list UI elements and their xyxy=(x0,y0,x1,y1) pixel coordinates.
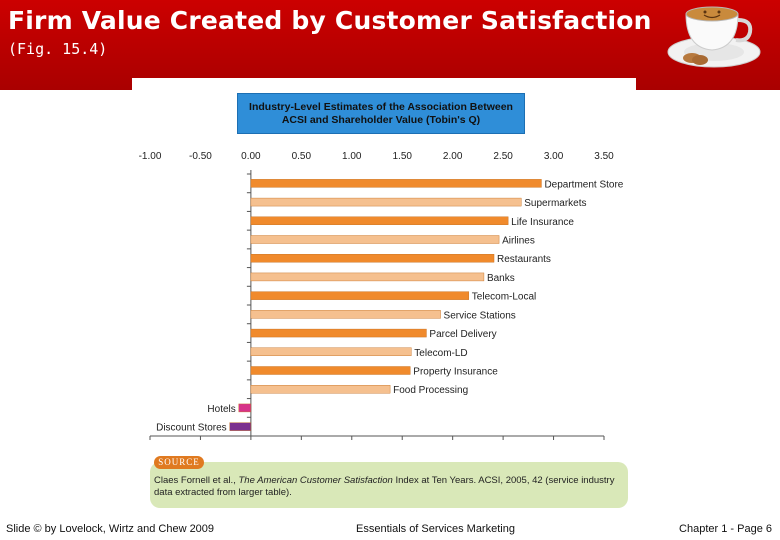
bar xyxy=(250,347,412,356)
source-tag: SOURCE xyxy=(154,456,204,469)
bar xyxy=(250,366,411,375)
slide-title: Firm Value Created by Customer Satisfact… xyxy=(8,6,652,35)
category-label: Supermarkets xyxy=(524,198,586,209)
category-label: Telecom-Local xyxy=(472,292,536,303)
footer-copyright: Slide © by Lovelock, Wirtz and Chew 2009 xyxy=(6,523,215,535)
figure-number: (Fig. 15.4) xyxy=(8,40,108,58)
chart-title-line-1: Industry-Level Estimates of the Associat… xyxy=(249,100,513,113)
x-tick-label: -0.50 xyxy=(189,151,212,162)
x-tick-label: 0.00 xyxy=(241,151,261,162)
bar xyxy=(250,235,500,244)
category-label: Restaurants xyxy=(497,254,551,265)
header-bar: Firm Value Created by Customer Satisfact… xyxy=(0,0,780,90)
source-text-prefix: Claes Fornell et al., xyxy=(154,475,239,486)
source-text: Claes Fornell et al., The American Custo… xyxy=(154,475,624,499)
bar xyxy=(250,216,509,225)
category-label: Discount Stores xyxy=(156,423,227,434)
bar xyxy=(250,328,427,338)
x-tick-label: 0.50 xyxy=(292,151,312,162)
x-tick-label: 3.00 xyxy=(544,151,564,162)
chart-title: Industry-Level Estimates of the Associat… xyxy=(237,93,525,134)
category-label: Airlines xyxy=(502,236,535,247)
footer-page-number: Chapter 1 - Page 6 xyxy=(679,523,772,535)
source-text-suffix: Index at Ten Years. ACSI, 2005, 42 (serv… xyxy=(154,475,615,498)
coffee-cup-icon xyxy=(667,6,761,68)
category-label: Property Insurance xyxy=(413,367,498,378)
chart-title-line-2: ACSI and Shareholder Value (Tobin's Q) xyxy=(281,113,481,126)
category-label: Food Processing xyxy=(393,385,468,396)
bar xyxy=(250,179,542,188)
bar xyxy=(250,272,485,282)
source-box xyxy=(150,462,628,508)
bar xyxy=(250,385,391,394)
footer-course-title: Essentials of Services Marketing xyxy=(356,523,515,535)
x-tick-label: 2.50 xyxy=(493,151,513,162)
category-label: Service Stations xyxy=(444,310,516,321)
category-label: Banks xyxy=(487,273,515,284)
category-label: Telecom-LD xyxy=(414,348,467,359)
category-label: Life Insurance xyxy=(511,217,574,228)
source-text-italic: The American Customer Satisfaction xyxy=(238,475,393,486)
x-tick-label: 1.50 xyxy=(392,151,412,162)
bar xyxy=(250,197,522,207)
category-label: Parcel Delivery xyxy=(429,329,496,340)
x-tick-label: 3.50 xyxy=(594,151,614,162)
bar xyxy=(250,254,495,263)
x-tick-label: 2.00 xyxy=(443,151,463,162)
category-label: Department Store xyxy=(544,179,623,190)
x-tick-label: -1.00 xyxy=(139,151,162,162)
bar xyxy=(238,403,252,413)
bar xyxy=(229,422,252,431)
x-tick-label: 1.00 xyxy=(342,151,362,162)
category-label: Hotels xyxy=(207,404,235,415)
bar xyxy=(250,310,441,319)
bar xyxy=(250,291,470,300)
